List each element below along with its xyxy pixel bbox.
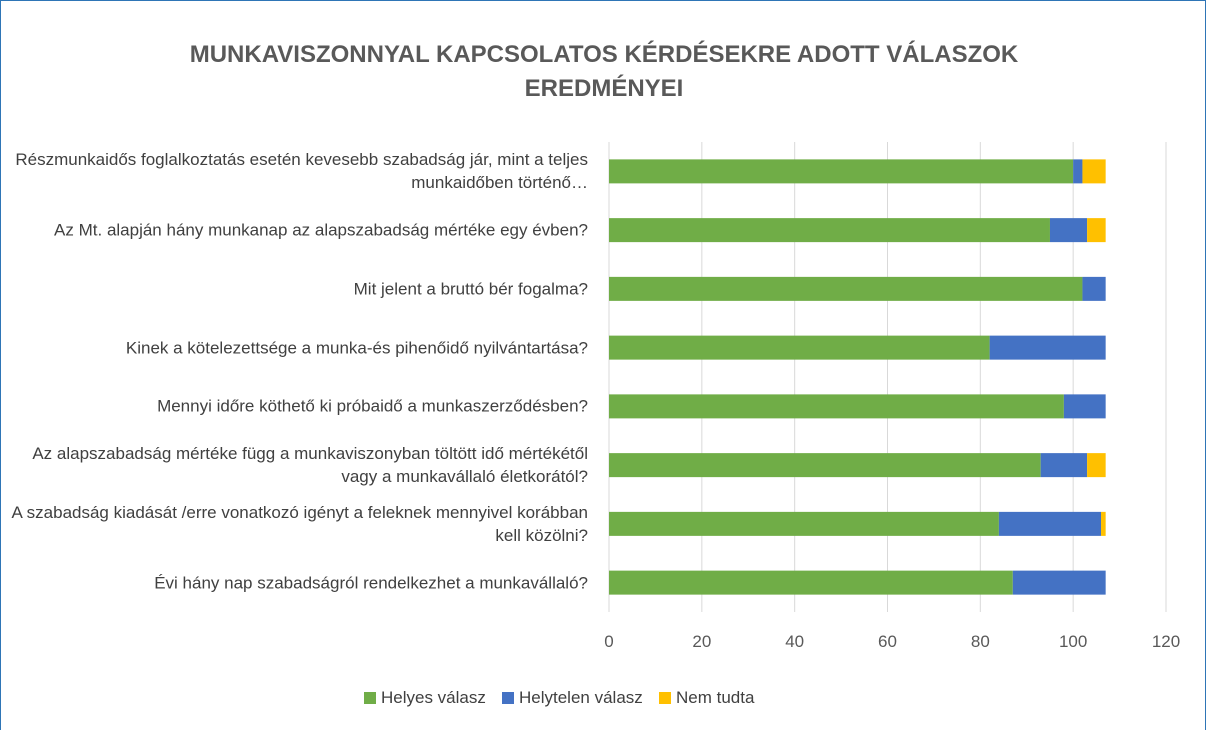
bar-segment — [1082, 276, 1106, 301]
bar-segment — [1049, 218, 1088, 243]
bar-segment — [998, 511, 1102, 536]
legend-item: Helytelen válasz — [502, 688, 643, 708]
legend-label: Nem tudta — [676, 688, 755, 707]
legend-item: Helyes válasz — [364, 688, 486, 708]
x-tick-label: 100 — [1058, 632, 1088, 651]
y-tick-label: Mennyi időre köthető ki próbaidő a munka… — [157, 396, 588, 416]
bar-segment — [1082, 159, 1106, 184]
bar-segment — [1063, 394, 1106, 419]
legend-swatch — [364, 692, 376, 704]
y-tick-label: Mit jelent a bruttó bér fogalma? — [353, 279, 588, 299]
x-tick-label: 0 — [604, 632, 614, 651]
y-tick-label: Kinek a kötelezettsége a munka-és pihenő… — [125, 338, 588, 358]
y-tick-label: Részmunkaidős foglalkoztatás esetén keve… — [15, 150, 588, 193]
x-tick-label: 120 — [1151, 632, 1181, 651]
bar-segment — [1012, 570, 1106, 595]
bar-segment — [609, 394, 1064, 419]
bar-segment — [1073, 159, 1083, 184]
bar-segment — [609, 276, 1083, 301]
legend-label: Helyes válasz — [381, 688, 486, 707]
y-tick-label: A szabadság kiadását /erre vonatkozó igé… — [11, 502, 588, 545]
bar-segment — [609, 159, 1074, 184]
x-tick-label: 20 — [692, 632, 712, 651]
bar-segment — [609, 453, 1041, 478]
y-tick-label: Az Mt. alapján hány munkanap az alapszab… — [54, 220, 588, 240]
legend-item: Nem tudta — [659, 688, 754, 708]
legend-swatch — [502, 692, 514, 704]
y-tick-label: Évi hány nap szabadságról rendelkezhet a… — [154, 573, 588, 593]
bar-segment — [609, 570, 1013, 595]
bar-segment — [609, 335, 990, 360]
y-tick-label: Az alapszabadság mértéke függ a munkavis… — [32, 444, 588, 487]
x-tick-label: 60 — [878, 632, 897, 651]
legend-label: Helytelen válasz — [519, 688, 643, 707]
bar-segment — [609, 218, 1050, 243]
chart-title: MUNKAVISZONNYAL KAPCSOLATOS KÉRDÉSEKRE A… — [189, 41, 1019, 102]
x-tick-label: 80 — [970, 632, 990, 651]
bar-segment — [1087, 218, 1106, 243]
legend-swatch — [659, 692, 671, 704]
bar-segment — [609, 511, 999, 536]
x-tick-label: 40 — [785, 632, 805, 651]
bar-segment — [989, 335, 1106, 360]
bar-segment — [1087, 453, 1106, 478]
bar-segment — [1040, 453, 1088, 478]
bar-segment — [1101, 511, 1106, 536]
